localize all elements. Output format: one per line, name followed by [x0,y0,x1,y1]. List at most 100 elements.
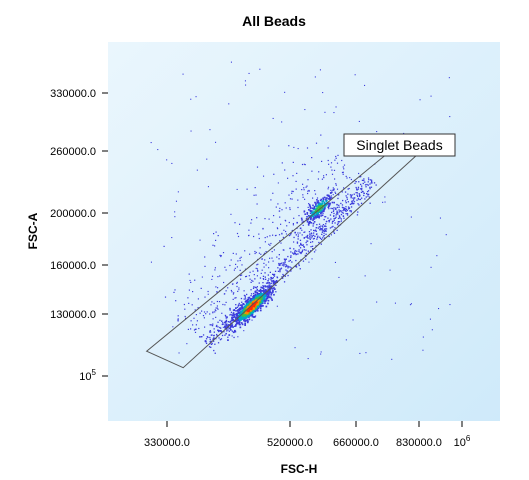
event-point [222,303,224,306]
event-point [305,236,307,238]
y-tick-label: 105 [79,368,96,383]
event-point [233,316,236,318]
event-point [301,249,304,251]
event-point [319,237,322,240]
event-point [253,296,255,299]
event-point [264,285,266,287]
event-point [293,248,295,250]
event-point [229,329,232,331]
event-point [366,191,369,193]
event-point [317,213,320,215]
event-point [269,296,272,299]
event-point [308,203,310,205]
event-point [264,295,267,297]
event-point [272,289,274,292]
event-point [320,353,322,355]
event-point [200,287,202,289]
event-point [267,274,269,276]
event-point [316,238,318,240]
event-point [185,317,187,319]
event-point [342,209,344,212]
event-point [260,272,262,274]
event-point [391,358,393,360]
event-point [312,218,315,220]
event-point [344,208,347,210]
event-point [226,325,229,327]
event-point [357,186,360,188]
event-point [262,228,264,230]
event-point [338,221,341,223]
event-point [190,328,192,330]
event-point [269,285,271,287]
event-point [325,197,327,199]
event-point [251,279,253,281]
event-point [359,352,361,354]
event-point [357,188,359,190]
event-point [208,346,211,348]
chart-title: All Beads [242,13,306,29]
event-point [364,181,366,183]
event-point [336,206,339,209]
event-point [315,203,317,205]
event-point [228,103,230,105]
event-point [286,225,288,227]
event-point [251,298,253,300]
event-point [326,197,328,199]
event-point [213,337,215,339]
gate-label-box[interactable] [343,133,456,157]
event-point [353,199,355,201]
event-point [247,320,249,323]
event-point [237,260,239,262]
event-point [312,238,315,240]
event-point [253,292,255,295]
event-point [285,233,287,235]
event-point [224,266,226,268]
event-point [241,305,243,307]
event-point [290,251,292,253]
event-point [305,218,307,220]
event-point [245,306,247,309]
event-point [313,207,315,209]
event-point [327,188,329,190]
event-point [330,189,332,191]
event-point [311,207,314,210]
event-point [237,304,240,306]
event-point [345,202,347,204]
event-point [320,134,322,136]
event-point [323,177,325,179]
event-point [252,310,255,313]
event-point [324,216,326,218]
event-point [254,310,257,313]
event-point [231,335,233,337]
event-point [235,316,237,319]
event-point [321,202,323,205]
event-point [236,266,238,268]
event-point [207,336,209,338]
event-point [205,342,208,344]
event-point [300,251,302,253]
event-point [295,265,297,267]
event-point [430,266,432,268]
event-point [230,311,233,313]
event-point [217,235,219,237]
event-point [244,314,247,316]
event-point [350,178,352,181]
event-point [217,287,219,289]
event-point [300,244,302,246]
event-point [333,219,335,221]
event-point [197,298,199,300]
event-point [238,289,240,291]
event-point [311,245,314,247]
event-point [328,195,331,198]
event-point [439,217,441,219]
event-point [261,298,263,300]
event-point [328,235,330,238]
event-point [308,209,310,211]
event-point [333,209,335,211]
event-point [277,228,279,230]
event-point [344,209,346,212]
event-point [307,240,309,242]
event-point [294,231,296,234]
event-point [173,291,175,293]
event-point [314,230,316,232]
